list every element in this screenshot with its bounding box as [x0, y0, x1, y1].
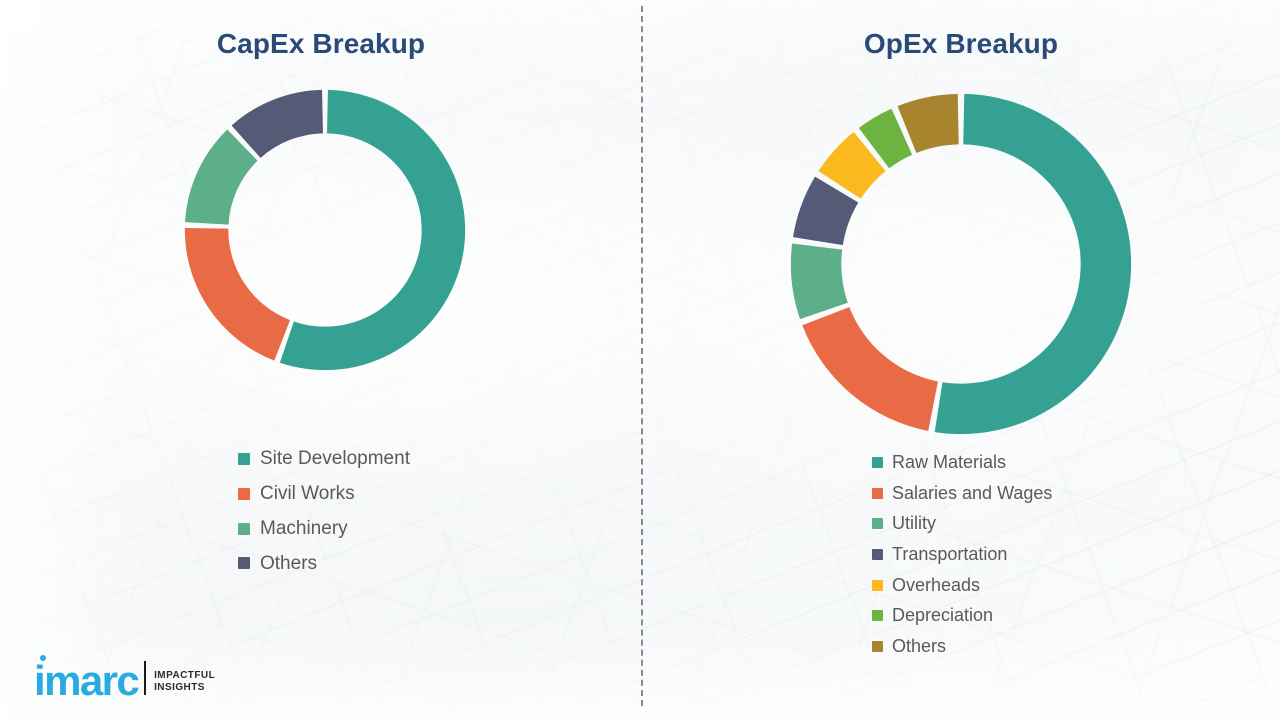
legend-item-label: Site Development	[260, 448, 410, 469]
donut-slice[interactable]	[185, 129, 258, 225]
legend-swatch-icon	[872, 579, 883, 591]
donut-slice[interactable]	[279, 89, 466, 371]
panel-divider	[641, 6, 643, 706]
legend-swatch-icon	[872, 518, 883, 530]
legend-item-label: Depreciation	[892, 605, 994, 626]
legend-item-label: Raw Materials	[892, 452, 1007, 472]
donut-slice[interactable]	[818, 131, 886, 199]
logo-dot-icon	[40, 654, 46, 661]
opex-panel: OpEx Breakup	[642, 0, 1280, 720]
legend-item-label: Machinery	[260, 517, 348, 539]
legend-swatch-icon	[872, 640, 883, 652]
legend-item[interactable]: Machinery	[238, 518, 410, 540]
legend-swatch-icon	[238, 487, 250, 500]
capex-slice-group	[184, 89, 466, 371]
legend-swatch-icon	[872, 610, 883, 622]
legend-item-label: Civil Works	[260, 482, 355, 504]
legend-item[interactable]: Salaries and Wages	[872, 483, 1052, 504]
donut-slice[interactable]	[184, 228, 291, 361]
donut-slice[interactable]	[790, 243, 848, 320]
legend-item[interactable]: Overheads	[872, 575, 1052, 596]
legend-item[interactable]: Depreciation	[872, 605, 1052, 626]
legend-item[interactable]: Utility	[872, 513, 1052, 534]
legend-item[interactable]: Civil Works	[238, 483, 410, 505]
legend-item[interactable]: Transportation	[872, 544, 1052, 565]
opex-donut-svg	[790, 93, 1132, 435]
donut-slice[interactable]	[802, 307, 938, 431]
opex-legend: Raw Materials Salaries and Wages Utility Tr…	[872, 452, 1052, 667]
logo-tagline: IMPACTFUL INSIGHTS	[154, 670, 215, 698]
opex-slice-group	[790, 93, 1132, 435]
legend-item-label: Others	[260, 552, 318, 574]
donut-slice[interactable]	[858, 108, 913, 169]
legend-item-label: Salaries and Wages	[892, 482, 1053, 503]
capex-panel: CapEx Breakup Site Development Civil Work…	[180, 28, 470, 587]
logo-divider-rule	[144, 661, 147, 695]
donut-slice[interactable]	[897, 93, 959, 153]
legend-item-label: Overheads	[892, 574, 981, 595]
capex-donut-svg	[184, 89, 466, 371]
legend-item-label: Transportation	[892, 544, 1008, 565]
legend-item-label: Others	[892, 636, 947, 657]
legend-swatch-icon	[238, 557, 250, 570]
capex-donut-chart[interactable]	[180, 85, 470, 375]
logo-wordmark: imarc	[34, 654, 140, 701]
legend-swatch-icon	[872, 548, 883, 560]
opex-donut-chart[interactable]	[785, 88, 1137, 440]
legend-swatch-icon	[238, 522, 250, 535]
logo-tagline-line2: INSIGHTS	[154, 681, 205, 693]
imarc-logo[interactable]: imarc IMPACTFUL INSIGHTS	[34, 654, 215, 701]
legend-item[interactable]: Site Development	[238, 448, 410, 470]
legend-swatch-icon	[872, 487, 883, 499]
logo-tagline-line1: IMPACTFUL	[154, 669, 216, 681]
logo-wordmark-text: imarc	[34, 656, 140, 704]
legend-item-label: Utility	[892, 513, 936, 534]
legend-item[interactable]: Raw Materials	[872, 452, 1052, 473]
capex-legend: Site Development Civil Works Machinery Othe…	[238, 448, 410, 587]
legend-item[interactable]: Others	[872, 636, 1052, 657]
opex-chart-title: OpEx Breakup	[863, 28, 1059, 59]
donut-slice[interactable]	[934, 93, 1132, 435]
capex-chart-title: CapEx Breakup	[216, 28, 426, 59]
legend-item[interactable]: Others	[238, 553, 410, 575]
donut-slice[interactable]	[793, 176, 859, 246]
legend-swatch-icon	[238, 452, 250, 465]
donut-slice[interactable]	[231, 89, 323, 158]
legend-swatch-icon	[872, 456, 883, 468]
